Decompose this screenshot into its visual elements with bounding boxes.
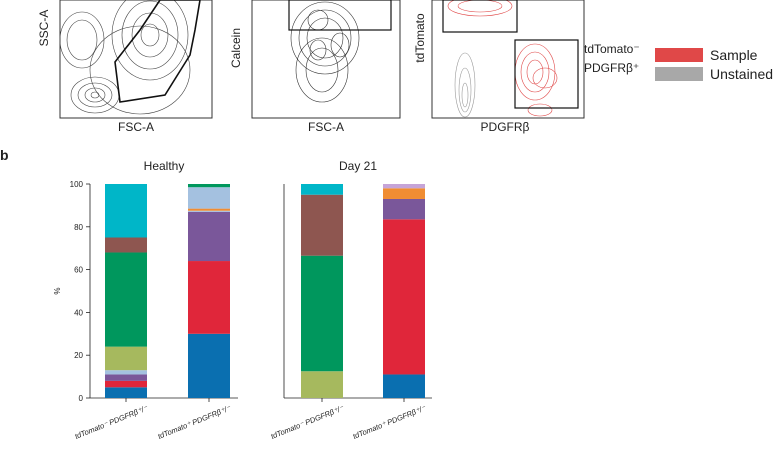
bar-segment <box>105 237 147 253</box>
panel-b-label: b <box>0 147 9 163</box>
legend-swatch-unstained <box>655 67 703 81</box>
flow-plot-1-ylabel: SSC-A <box>37 10 51 47</box>
flow-plot-3-xlabel: PDGFRβ <box>481 120 530 134</box>
stacked-bar-chart-day21: Day 21 tdTomato⁻ PDGFRβ⁺/⁻ tdTomato⁺ PDGFR… <box>269 159 432 441</box>
bar-segment <box>383 219 425 375</box>
bar-segment <box>301 371 343 398</box>
bar-segment <box>105 374 147 381</box>
bar-segment <box>383 184 425 189</box>
bar-segment <box>301 184 343 195</box>
bar-segment <box>105 380 147 388</box>
y-tick-label: 20 <box>74 351 83 360</box>
x-category-label: tdTomato⁺ PDGFRβ⁺/⁻ <box>156 403 232 441</box>
bar-segment <box>383 188 425 199</box>
bar-segment <box>188 333 230 398</box>
legend-swatch-sample <box>655 48 703 62</box>
bar-segment <box>105 370 147 375</box>
bar-segment <box>105 252 147 347</box>
bar-segment <box>188 261 230 334</box>
flow-plot-1: FSC-A SSC-A <box>37 0 213 134</box>
chart-title: Day 21 <box>339 159 377 173</box>
bar-segment <box>105 184 147 238</box>
bar-segment <box>105 346 147 371</box>
bar-segment <box>301 255 343 372</box>
y-tick-label: 80 <box>74 223 83 232</box>
bar-segment <box>188 187 230 209</box>
legend-label-unstained: Unstained <box>710 66 773 82</box>
x-category-label: tdTomato⁺ PDGFRβ⁺/⁻ <box>351 403 427 441</box>
y-tick-label: 0 <box>79 394 84 403</box>
bar-segment <box>105 387 147 398</box>
stacked-bar-chart-healthy: Healthy 0 20 40 60 80 100% tdTomato⁻ PDGFRβ⁺/⁻ t… <box>53 159 238 441</box>
bar-segment <box>383 198 425 220</box>
y-tick-label: 60 <box>74 266 83 275</box>
legend-label-sample: Sample <box>710 47 758 63</box>
y-tick-label: 100 <box>70 180 84 189</box>
bar-segment <box>301 194 343 256</box>
gate-label-line1: tdTomato⁻ <box>584 42 640 56</box>
y-tick-label: 40 <box>74 308 83 317</box>
flow-legend: Sample Unstained <box>655 47 773 82</box>
flow-plot-1-xlabel: FSC-A <box>118 120 154 134</box>
y-axis-label: % <box>53 287 62 294</box>
flow-plot-3: PDGFRβ tdTomato tdTomato⁻ PDGFRβ⁺ <box>413 0 640 134</box>
bar-segment <box>188 211 230 262</box>
bar-segment <box>188 184 230 188</box>
flow-plot-3-ylabel: tdTomato <box>413 13 427 63</box>
x-category-label: tdTomato⁻ PDGFRβ⁺/⁻ <box>73 403 149 441</box>
flow-plot-2: FSC-A Calcein <box>229 0 401 134</box>
gate-label-line2: PDGFRβ⁺ <box>584 61 639 75</box>
bar-segment <box>188 208 230 211</box>
flow-plot-2-xlabel: FSC-A <box>308 120 344 134</box>
chart-title: Healthy <box>144 159 185 173</box>
bar-segment <box>383 374 425 398</box>
x-category-label: tdTomato⁻ PDGFRβ⁺/⁻ <box>269 403 345 441</box>
flow-plot-2-ylabel: Calcein <box>229 28 243 68</box>
bar-segment <box>188 210 230 212</box>
